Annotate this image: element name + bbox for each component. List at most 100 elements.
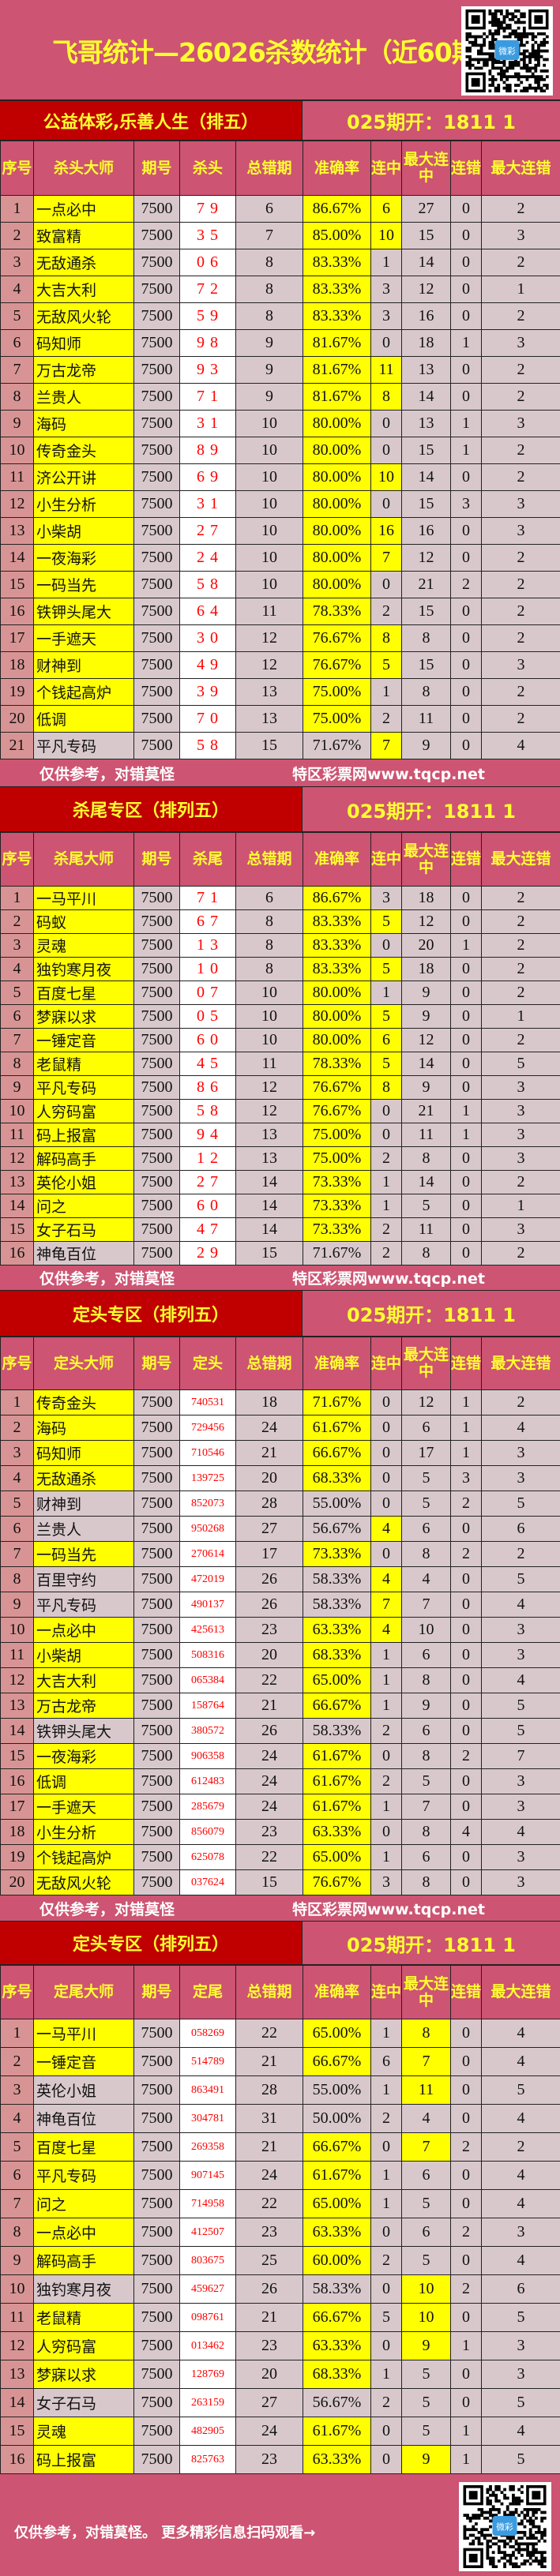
site-link[interactable]: 特区彩票网www.tqcp.net — [292, 763, 560, 784]
column-header-total-errors[interactable]: 总错期 — [236, 1337, 303, 1390]
column-header-total-errors[interactable]: 总错期 — [236, 1966, 303, 2019]
column-header-max-streak[interactable]: 最大连中 — [402, 1966, 451, 2019]
column-header-miss-streak[interactable]: 连错 — [451, 833, 482, 887]
column-header-miss-streak[interactable]: 连错 — [451, 141, 482, 196]
column-header-seq[interactable]: 序号 — [1, 833, 34, 887]
column-header-max-streak[interactable]: 最大连中 — [402, 1337, 451, 1390]
column-header-seq[interactable]: 序号 — [1, 1337, 34, 1390]
column-header-miss-streak[interactable]: 连错 — [451, 1337, 482, 1390]
column-header-miss-streak[interactable]: 连错 — [451, 1966, 482, 2019]
column-header-accuracy[interactable]: 准确率 — [303, 833, 371, 887]
column-header-period[interactable]: 期号 — [134, 833, 180, 887]
column-header-accuracy[interactable]: 准确率 — [303, 141, 371, 196]
column-header-master-name[interactable]: 杀尾大师 — [34, 833, 134, 887]
column-header-pick[interactable]: 定头 — [180, 1337, 236, 1390]
site-link[interactable]: 特区彩票网www.tqcp.net — [292, 1898, 560, 1919]
column-header-pick[interactable]: 杀头 — [180, 141, 236, 196]
column-header-current-streak[interactable]: 连中 — [371, 1337, 402, 1390]
column-header-master-name[interactable]: 定头大师 — [34, 1337, 134, 1390]
column-header-max-miss-streak[interactable]: 最大连错 — [482, 141, 560, 196]
column-header-seq[interactable]: 序号 — [1, 1966, 34, 2019]
column-header-current-streak[interactable]: 连中 — [371, 141, 402, 196]
column-header-period[interactable]: 期号 — [134, 141, 180, 196]
column-header-accuracy[interactable]: 准确率 — [303, 1337, 371, 1390]
column-header-max-streak[interactable]: 最大连中 — [402, 141, 451, 196]
site-link[interactable]: 特区彩票网www.tqcp.net — [292, 1267, 560, 1288]
column-header-pick[interactable]: 定尾 — [180, 1966, 236, 2019]
column-header-max-miss-streak[interactable]: 最大连错 — [482, 833, 560, 887]
column-header-total-errors[interactable]: 总错期 — [236, 833, 303, 887]
column-header-max-miss-streak[interactable]: 最大连错 — [482, 1337, 560, 1390]
column-header-max-miss-streak[interactable]: 最大连错 — [482, 1966, 560, 2019]
column-header-current-streak[interactable]: 连中 — [371, 1966, 402, 2019]
column-header-period[interactable]: 期号 — [134, 1337, 180, 1390]
column-header-period[interactable]: 期号 — [134, 1966, 180, 2019]
column-header-seq[interactable]: 序号 — [1, 141, 34, 196]
column-header-master-name[interactable]: 定尾大师 — [34, 1966, 134, 2019]
